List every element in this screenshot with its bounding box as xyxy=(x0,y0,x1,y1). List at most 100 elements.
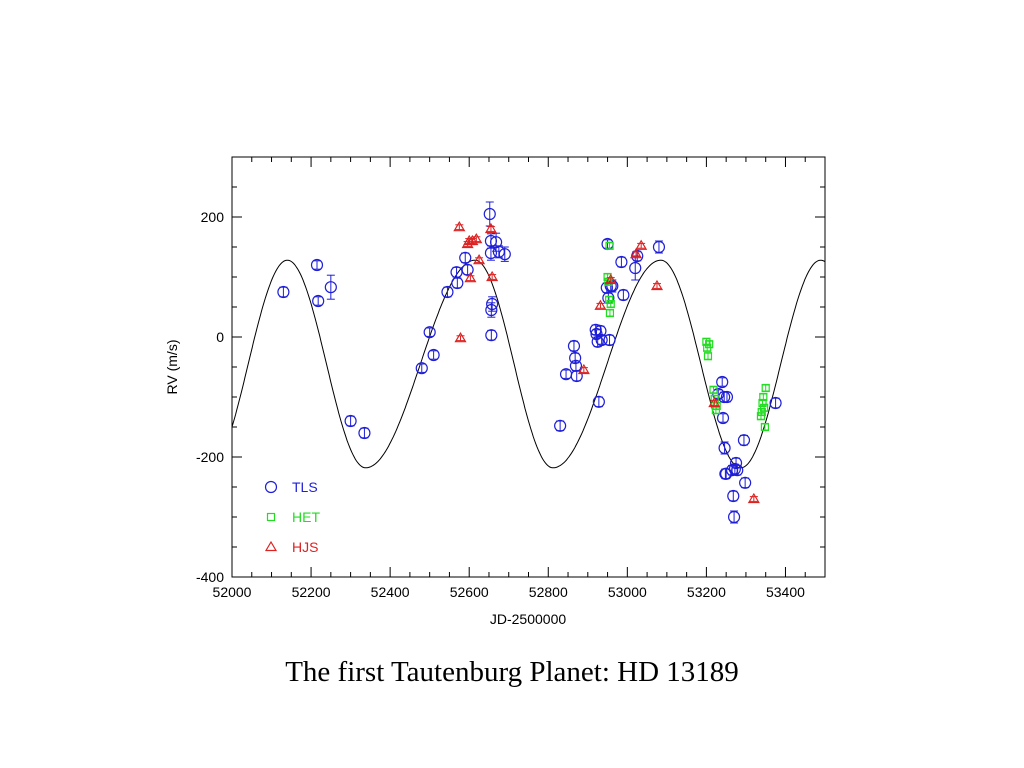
y-axis-title: RV (m/s) xyxy=(164,340,180,395)
legend: TLS HET HJS xyxy=(264,479,320,555)
data-point-hjs xyxy=(708,396,721,408)
data-point-tls xyxy=(324,281,337,294)
data-point-tls xyxy=(484,246,498,260)
x-tick-label: 53000 xyxy=(608,584,647,600)
data-point-tls xyxy=(483,207,496,221)
data-point-tls xyxy=(310,258,324,272)
data-point-tls xyxy=(486,297,499,311)
data-point-het xyxy=(606,299,615,309)
data-point-hjs xyxy=(635,239,648,250)
data-point-tls xyxy=(358,426,371,440)
x-tick-label: 52400 xyxy=(371,584,410,600)
data-point-het xyxy=(605,308,615,318)
data-point-tls xyxy=(615,255,628,269)
series-hjs xyxy=(453,221,760,504)
x-tick-label: 52600 xyxy=(450,584,489,600)
data-point-het xyxy=(709,385,718,394)
data-point-tls xyxy=(312,294,325,308)
data-point-tls xyxy=(716,411,730,425)
data-point-tls xyxy=(570,369,583,383)
data-point-het xyxy=(760,403,769,412)
series-het xyxy=(603,241,770,432)
data-point-tls xyxy=(427,348,440,362)
data-point-tls xyxy=(652,240,666,254)
data-point-tls xyxy=(603,333,616,347)
x-axis-title: JD-2500000 xyxy=(490,611,566,627)
data-point-tls xyxy=(731,464,744,477)
data-point-tls xyxy=(737,434,751,447)
data-point-tls xyxy=(727,489,740,503)
data-point-tls xyxy=(769,396,782,410)
data-point-tls xyxy=(415,362,428,375)
data-points xyxy=(277,201,782,524)
data-point-tls xyxy=(277,285,290,299)
data-point-tls xyxy=(344,414,357,428)
y-tick-label: 0 xyxy=(216,329,224,345)
data-point-hjs xyxy=(473,254,486,265)
tick-labels: 52000 52200 52400 52600 52800 53000 53200 53400… xyxy=(196,209,805,600)
x-tick-label: 52000 xyxy=(213,584,252,600)
data-point-tls xyxy=(451,276,464,290)
y-tick-label: -200 xyxy=(196,449,224,465)
plot-frame xyxy=(231,156,826,578)
data-point-tls xyxy=(594,324,607,338)
data-point-tls xyxy=(567,339,581,353)
data-point-het xyxy=(703,352,713,361)
x-tick-label: 52800 xyxy=(529,584,568,600)
data-point-tls xyxy=(595,333,608,347)
y-tick-label: 200 xyxy=(201,209,225,225)
series-tls xyxy=(277,201,782,524)
model-curve xyxy=(231,259,826,469)
legend-marker-het xyxy=(266,512,276,522)
y-tick-label: -400 xyxy=(196,569,224,585)
data-point-het xyxy=(759,392,768,402)
data-point-het xyxy=(757,407,766,417)
data-point-tls xyxy=(569,351,582,365)
slide-caption: The first Tautenburg Planet: HD 13189 xyxy=(285,656,739,688)
data-point-tls xyxy=(459,251,472,264)
data-point-tls xyxy=(554,419,567,432)
x-tick-label: 52200 xyxy=(292,584,331,600)
data-point-het xyxy=(760,422,770,432)
data-point-tls xyxy=(592,395,605,408)
data-point-het xyxy=(761,383,770,393)
data-point-tls xyxy=(485,329,498,342)
data-point-hjs xyxy=(464,272,477,283)
legend-marker-hjs xyxy=(264,540,278,552)
legend-label-hjs: HJS xyxy=(292,539,318,555)
data-point-tls xyxy=(629,261,642,275)
data-point-het xyxy=(705,340,714,349)
axis-ticks xyxy=(231,156,826,578)
data-point-tls xyxy=(485,303,498,317)
legend-label-tls: TLS xyxy=(292,479,318,495)
data-point-het xyxy=(756,412,766,421)
data-point-tls xyxy=(423,326,436,339)
data-point-het xyxy=(605,295,614,304)
data-point-hjs xyxy=(747,492,760,504)
legend-label-het: HET xyxy=(292,509,320,525)
data-point-het xyxy=(605,241,614,250)
legend-marker-tls xyxy=(264,480,278,494)
data-point-hjs xyxy=(629,248,643,259)
data-point-tls xyxy=(441,285,454,299)
data-point-hjs xyxy=(484,222,497,234)
data-point-tls xyxy=(617,288,630,302)
data-point-hjs xyxy=(470,233,483,244)
rv-chart: 52000 52200 52400 52600 52800 53000 53200 53400… xyxy=(164,156,826,627)
data-point-hjs xyxy=(453,221,466,232)
data-point-hjs xyxy=(594,299,607,310)
data-point-tls xyxy=(498,248,511,261)
data-point-tls xyxy=(718,441,731,455)
data-point-tls xyxy=(716,375,729,389)
data-point-hjs xyxy=(454,332,467,343)
data-point-hjs xyxy=(486,270,499,282)
data-point-tls xyxy=(729,456,743,470)
data-point-hjs xyxy=(466,234,479,246)
data-point-tls xyxy=(720,390,734,404)
data-point-hjs xyxy=(604,273,617,285)
data-point-tls xyxy=(739,476,752,489)
data-point-tls xyxy=(589,323,602,336)
data-point-hjs xyxy=(577,363,590,375)
x-tick-label: 53200 xyxy=(687,584,726,600)
data-point-hjs xyxy=(650,279,664,291)
